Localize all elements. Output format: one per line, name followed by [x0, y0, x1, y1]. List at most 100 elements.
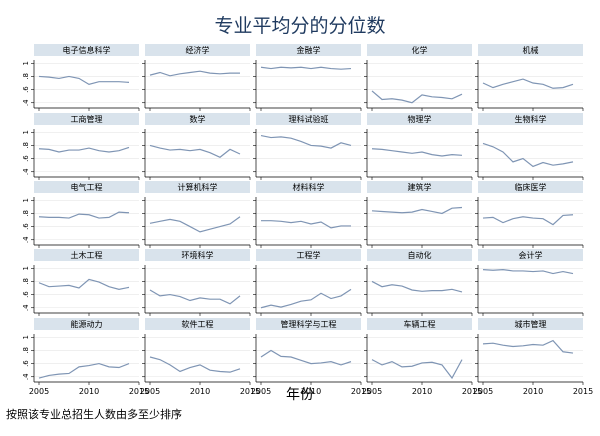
panel-title: 自动化: [408, 250, 432, 260]
panel: 金融学: [253, 44, 362, 111]
panel-header: [478, 249, 583, 261]
panel-header: [478, 181, 583, 193]
panel-header: [478, 318, 583, 330]
series-line: [149, 289, 241, 305]
panel: 城市管理 2005 2010 2015: [473, 318, 593, 396]
panel-title: 临床医学: [515, 182, 547, 192]
x-tick-label: 2010: [412, 387, 432, 396]
panel-title: 生物科学: [515, 114, 547, 124]
panel-title: 管理科学与工程: [281, 319, 337, 329]
x-tick-label: 2010: [523, 387, 543, 396]
series-line: [149, 356, 241, 373]
panel: 数学: [142, 113, 251, 180]
panel-title: 数学: [190, 114, 206, 124]
series-line: [260, 349, 352, 366]
panel-title: 理科试验班: [289, 114, 329, 124]
panel-title: 工程学: [297, 250, 321, 260]
series-line: [260, 66, 352, 70]
x-tick-label: 2005: [362, 387, 382, 396]
y-tick-label: .6: [22, 291, 30, 298]
panel: 会计学: [475, 249, 584, 316]
panel: 材料科学: [253, 181, 362, 248]
y-tick-label: 1: [22, 61, 30, 65]
series-line: [371, 206, 463, 215]
x-tick-label: 2015: [129, 387, 149, 396]
panel-header: [145, 181, 250, 193]
panel-header: [478, 113, 583, 125]
y-tick-label: 1: [22, 198, 30, 202]
panel-header: [367, 318, 472, 330]
panel: 工商管理 .4 .6 .8 1: [22, 113, 140, 180]
panel-header: [145, 318, 250, 330]
panel-title: 金融学: [297, 45, 321, 55]
x-tick-label: 2015: [462, 387, 482, 396]
panel: 电子信息科学 .4 .6 .8 1: [22, 44, 140, 111]
x-axis-title: 年份: [286, 387, 314, 403]
series-line: [149, 144, 241, 158]
series-line: [260, 134, 352, 149]
series-line: [482, 214, 574, 226]
x-tick-label: 2015: [573, 387, 593, 396]
panel-title: 化学: [412, 45, 428, 55]
panel-header: [256, 44, 361, 56]
panel: 建筑学: [364, 181, 473, 248]
x-tick-label: 2005: [251, 387, 271, 396]
panel-title: 电气工程: [71, 182, 103, 192]
panel: 电气工程 .4 .6 .8 1: [22, 181, 140, 248]
series-line: [261, 220, 351, 229]
panel-title: 经济学: [186, 45, 210, 55]
x-tick-label: 2005: [29, 387, 49, 396]
y-tick-label: .4: [22, 304, 30, 311]
panel-title: 能源动力: [71, 319, 103, 329]
y-tick-label: .6: [22, 155, 30, 162]
y-tick-label: .6: [22, 360, 30, 367]
panel-header: [34, 113, 139, 125]
series-line: [371, 359, 463, 380]
y-tick-label: .4: [22, 373, 30, 380]
panel: 能源动力 .4 .6 .8 1 2005 2010 2015: [22, 318, 149, 396]
series-line: [482, 78, 574, 89]
panel-title: 材料科学: [293, 182, 325, 192]
panel-title: 车辆工程: [404, 319, 436, 329]
panel-title: 建筑学: [408, 182, 432, 192]
footnote: 按照该专业总招生人数由多至少排序: [6, 407, 182, 421]
panel: 软件工程 2005 2010 2015: [140, 318, 260, 396]
panel-title: 电子信息科学: [63, 45, 111, 55]
panel-header: [145, 249, 250, 261]
chart-title: 专业平均分的分位数: [214, 15, 385, 37]
x-tick-label: 2005: [473, 387, 493, 396]
y-tick-label: .8: [22, 142, 30, 149]
panel: 物理学: [364, 113, 473, 180]
y-tick-label: .6: [22, 223, 30, 230]
y-tick-label: 1: [22, 130, 30, 134]
y-tick-label: 1: [22, 266, 30, 270]
x-tick-label: 2015: [351, 387, 371, 396]
x-tick-label: 2005: [140, 387, 160, 396]
series-line: [482, 268, 574, 275]
y-tick-label: 1: [22, 335, 30, 339]
panel-title: 会计学: [519, 250, 543, 260]
panel-title: 环境科学: [182, 250, 214, 260]
panel-header: [256, 249, 361, 261]
panel: 环境科学: [142, 249, 251, 316]
panel-header: [367, 249, 472, 261]
panel: 临床医学: [475, 181, 584, 248]
panel-header: [34, 44, 139, 56]
panel-header: [34, 181, 139, 193]
panel: 管理科学与工程 2005 2010 2015: [251, 318, 371, 396]
y-tick-label: .6: [22, 86, 30, 93]
panel-title: 软件工程: [182, 319, 214, 329]
panel-title: 城市管理: [515, 319, 547, 329]
panel-header: [478, 44, 583, 56]
panel-header: [256, 113, 361, 125]
series-line: [38, 75, 130, 85]
panel: 计算机科学: [142, 181, 251, 248]
panel: 自动化: [364, 249, 473, 316]
x-tick-label: 2010: [79, 387, 99, 396]
x-tick-label: 2015: [240, 387, 260, 396]
series-line: [38, 278, 130, 290]
series-line: [482, 339, 574, 354]
